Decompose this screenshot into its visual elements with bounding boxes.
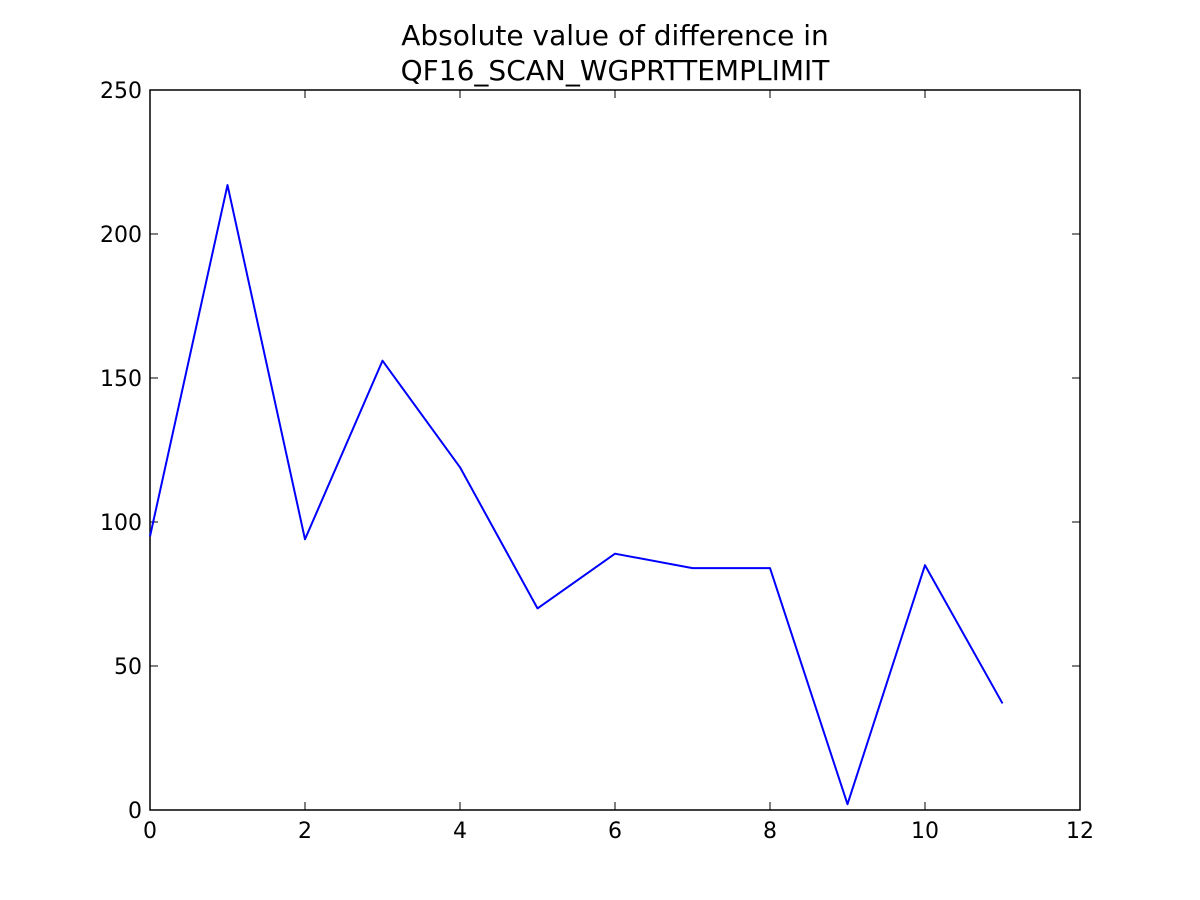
- x-tick-label: 4: [453, 819, 467, 844]
- x-tick-label: 2: [298, 819, 312, 844]
- y-tick-label: 250: [100, 79, 142, 104]
- x-tick-label: 6: [608, 819, 622, 844]
- x-tick-label: 0: [143, 819, 157, 844]
- chart-title: Absolute value of difference in: [401, 19, 829, 52]
- y-tick-label: 0: [128, 799, 142, 824]
- x-tick-label: 10: [911, 819, 939, 844]
- y-tick-label: 50: [114, 655, 142, 680]
- chart-title: QF16_SCAN_WGPRTTEMPLIMIT: [401, 54, 831, 87]
- y-tick-label: 100: [100, 511, 142, 536]
- x-tick-label: 12: [1066, 819, 1094, 844]
- data-line: [149, 184, 1004, 806]
- y-tick-label: 200: [100, 223, 142, 248]
- y-tick-label: 150: [100, 367, 142, 392]
- x-tick-label: 8: [763, 819, 777, 844]
